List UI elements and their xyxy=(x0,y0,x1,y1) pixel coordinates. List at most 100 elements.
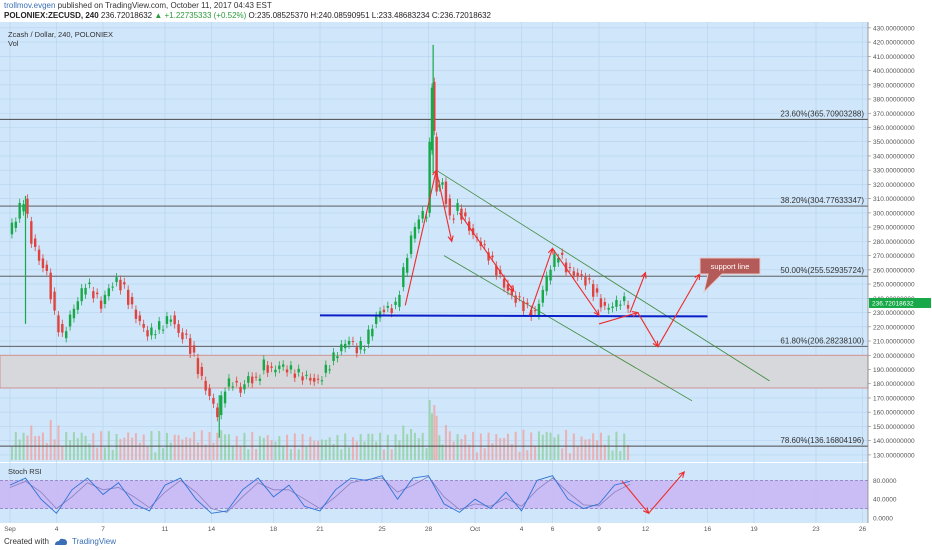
pane-title: Zcash / Dollar, 240, POLONIEX xyxy=(8,30,113,39)
time-tick-label: 4 xyxy=(55,526,59,533)
support-zone xyxy=(0,354,869,389)
volume-bar xyxy=(270,440,273,460)
volume-bar xyxy=(158,431,161,460)
candle-body xyxy=(41,258,45,269)
candle-body xyxy=(92,291,95,299)
time-tick-label: 26 xyxy=(859,526,867,533)
candle-body xyxy=(99,300,103,309)
candle-body xyxy=(61,323,64,333)
candle-body xyxy=(464,212,467,217)
volume-bar xyxy=(491,443,494,460)
publish-info: trollmov.evgen published on TradingView.… xyxy=(4,1,272,11)
volume-bar xyxy=(96,447,99,460)
price-chart[interactable]: 23.60%(365.70903288) 38.20%(304.77633347)… xyxy=(0,22,932,534)
candle-body xyxy=(611,306,614,309)
candles xyxy=(10,44,630,438)
time-tick-label: 4 xyxy=(520,526,524,533)
time-tick-label: 19 xyxy=(750,526,758,533)
volume-bar xyxy=(348,447,351,460)
volume-bar xyxy=(534,446,537,460)
time-tick-label: 18 xyxy=(270,526,278,533)
price-tick-label: 190.00000000 xyxy=(873,367,915,374)
candle-body xyxy=(320,380,324,382)
volume-bar xyxy=(406,434,409,460)
volume-bar xyxy=(584,439,587,460)
volume-bar xyxy=(444,424,447,460)
price-tick-label: 130.00000000 xyxy=(873,452,915,459)
candle-body xyxy=(235,380,238,383)
stoch-rsi xyxy=(0,470,868,515)
rsi-tick-label: 40.0000 xyxy=(873,497,897,504)
candle-body xyxy=(278,365,281,369)
volume-bar xyxy=(619,451,622,460)
volume-bar xyxy=(289,449,292,460)
time-tick-label: 11 xyxy=(162,526,169,533)
volume-bar xyxy=(428,400,431,460)
candle-body xyxy=(192,345,196,353)
price-tick-label: 400.00000000 xyxy=(873,68,915,75)
forecast-arrows xyxy=(404,168,701,348)
volume-bar xyxy=(53,439,56,460)
arrow-up-2 xyxy=(528,248,554,316)
candle-body xyxy=(430,87,434,151)
channel-lower-line xyxy=(443,255,693,402)
time-tick-label: 7 xyxy=(101,526,105,533)
candle-body xyxy=(204,380,207,391)
volume-bar xyxy=(468,444,471,460)
fib-label: 50.00%(255.52935724) xyxy=(780,266,864,275)
volume-bar xyxy=(196,442,199,460)
candle-body xyxy=(37,249,41,261)
candle-body xyxy=(526,302,529,305)
candle-body xyxy=(374,315,378,324)
tradingview-link[interactable]: TradingView xyxy=(72,537,117,546)
candle-body xyxy=(398,294,401,307)
arrow-up-4 xyxy=(657,273,701,347)
volume-bar xyxy=(410,428,413,460)
volume-bar xyxy=(317,440,320,460)
candle-body xyxy=(289,365,293,370)
volume-bar xyxy=(565,429,568,460)
candle-body xyxy=(95,292,99,295)
volume-bar xyxy=(189,438,192,460)
candle-body xyxy=(619,304,622,306)
candle-body xyxy=(549,269,552,281)
arrow-down-3-head xyxy=(593,309,600,317)
volume-bar xyxy=(212,442,215,460)
candle-body xyxy=(188,338,192,354)
price-tick-label: 250.00000000 xyxy=(873,282,915,289)
price-axis: 430.00000000 420.00000000 410.00000000 400.… xyxy=(867,22,931,523)
arrow-down-2-head xyxy=(508,285,515,293)
volume-bar xyxy=(553,437,556,460)
price-tick-label: 430.00000000 xyxy=(873,25,915,32)
candle-body xyxy=(262,359,266,371)
candle-body xyxy=(126,289,130,305)
trend-channel xyxy=(436,169,770,402)
volume-bar xyxy=(204,444,207,460)
candle-body xyxy=(413,226,417,239)
candle-body xyxy=(599,298,603,308)
volume-bar xyxy=(324,439,327,460)
time-tick-label: 14 xyxy=(208,526,216,533)
volume-bar xyxy=(576,446,579,460)
volume-bar xyxy=(355,441,358,460)
time-tick-label: 21 xyxy=(316,526,324,533)
author-link[interactable]: trollmov.evgen xyxy=(4,1,56,10)
rsi-tick-label: 0.0000 xyxy=(873,516,893,523)
candle-body xyxy=(219,395,223,416)
footer: Created with TradingView xyxy=(0,534,932,550)
support-line[interactable] xyxy=(319,314,708,318)
volume-bar xyxy=(452,441,455,460)
candle-body xyxy=(57,315,60,333)
time-tick-label: Sep xyxy=(4,526,16,533)
candle-body xyxy=(223,391,227,404)
volume-bar xyxy=(76,438,79,460)
volume-bar xyxy=(154,452,157,460)
volume-bar xyxy=(351,437,354,460)
candle-body xyxy=(270,366,273,368)
candle-body xyxy=(591,284,595,297)
candle-body xyxy=(428,141,431,213)
volume-bar xyxy=(382,449,385,460)
rsi-arrow-head xyxy=(678,470,686,478)
candle-body xyxy=(212,397,215,404)
created-with-text: Created with xyxy=(4,537,49,546)
